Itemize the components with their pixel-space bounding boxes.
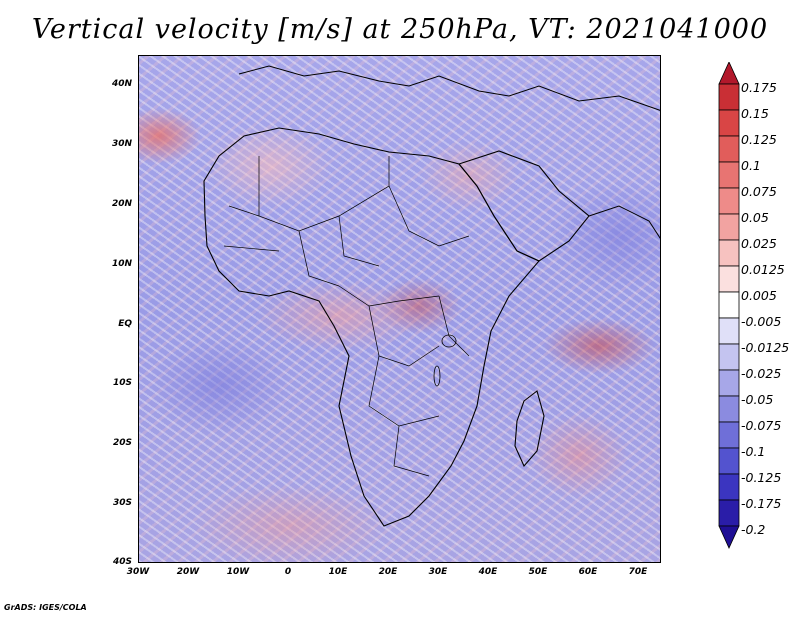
lon-label-30e: 30E [428,567,448,577]
colorbar-segment [718,447,740,475]
lake-tanganyika [433,365,441,387]
colorbar-segment [718,109,740,137]
colorbar-label: 0.175 [741,80,777,95]
colorbar-segment [718,161,740,189]
map-title: Vertical velocity [m/s] at 250hPa, VT: 2… [31,14,769,45]
colorbar-arrow-top [718,62,740,85]
colorbar-segment [718,83,740,111]
lon-label-10e: 10E [328,567,348,577]
lat-label-eq: EQ [118,319,132,329]
lon-label-20e: 20E [378,567,398,577]
lon-label-10w: 10W [226,567,250,577]
colorbar-segment [718,421,740,449]
colorbar-segment [718,135,740,163]
lon-label-50e: 50E [528,567,548,577]
colorbar-segment [718,343,740,371]
lake-victoria [441,334,457,348]
colorbar-label: -0.05 [741,392,774,407]
colorbar-arrow-bottom [718,525,740,549]
lat-label-20n: 20N [111,199,132,209]
colorbar-segment [718,395,740,423]
colorbar-label: -0.1 [741,444,766,459]
colorbar-label: 0.005 [741,288,777,303]
colorbar-label: 0.075 [741,184,777,199]
lat-label-40s: 40S [112,557,132,567]
colorbar-label: -0.075 [741,418,782,433]
country-borders [223,156,470,477]
colorbar-label: -0.125 [741,470,782,485]
africa-coastline [203,127,540,527]
footer-credit: GrADS: IGES/COLA [4,603,87,612]
colorbar-label: -0.0125 [741,340,790,355]
colorbar-label: 0.15 [741,106,769,121]
colorbar-label: -0.025 [741,366,782,381]
lat-label-10n: 10N [111,259,132,269]
colorbar-segment [718,317,740,345]
colorbar-segment [718,265,740,293]
arabia-coastline [458,150,590,262]
lat-label-20s: 20S [112,438,132,448]
india-coastline [588,205,660,239]
europe-coastline [238,65,660,111]
lon-label-70e: 70E [628,567,648,577]
lon-label-40e: 40E [478,567,498,577]
colorbar-label: 0.025 [741,236,777,251]
colorbar-segment [718,213,740,241]
colorbar-segment [718,499,740,527]
lon-label-60e: 60E [578,567,598,577]
colorbar-label: -0.175 [741,496,782,511]
lat-label-30s: 30S [112,498,132,508]
colorbar-label: 0.0125 [741,262,785,277]
colorbar-label: 0.05 [741,210,769,225]
colorbar-segment [718,291,740,319]
velocity-field [139,56,660,562]
lon-label-30w: 30W [126,567,150,577]
madagascar-coastline [514,390,545,468]
colorbar-segment [718,187,740,215]
lat-label-30n: 30N [111,139,132,149]
colorbar-label: 0.1 [741,158,761,173]
lat-label-40n: 40N [111,79,132,89]
colorbar-label: 0.125 [741,132,777,147]
colorbar [718,62,740,549]
coastlines-overlay [203,65,660,527]
colorbar-label: -0.2 [741,522,766,537]
colorbar-segments [718,62,740,549]
lat-label-10s: 10S [112,378,132,388]
colorbar-label: -0.005 [741,314,782,329]
lon-label-0: 0 [284,567,292,577]
map-panel [138,55,661,563]
colorbar-segment [718,473,740,501]
lon-label-20w: 20W [176,567,200,577]
colorbar-segment [718,239,740,267]
colorbar-segment [718,369,740,397]
